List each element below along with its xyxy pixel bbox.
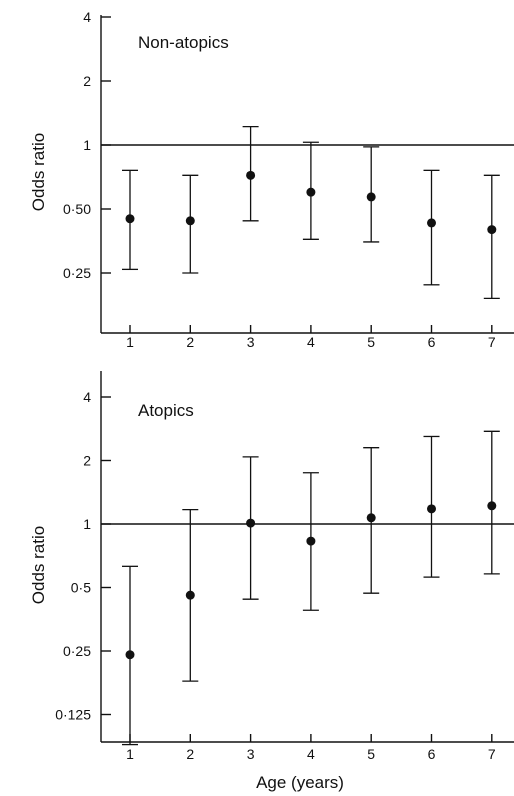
x-tick-label: 3 <box>247 334 255 350</box>
panel-non-atopics: Non-atopics Odds ratio 0·25 0·50 1 2 4 1 2 3 4 5 6… <box>29 9 514 350</box>
data-point <box>366 192 376 202</box>
data-point <box>125 214 135 224</box>
data-point <box>427 218 436 228</box>
y-tick-label: 0·125 <box>55 707 91 723</box>
x-tick-label: 7 <box>488 334 496 350</box>
x-tick-label: 6 <box>428 746 436 762</box>
x-tick-label: 3 <box>247 746 255 762</box>
x-tick-label: 7 <box>488 746 496 762</box>
data-point <box>185 590 195 600</box>
y-axis-title: Odds ratio <box>29 526 48 604</box>
data-point <box>246 518 256 528</box>
x-tick-label: 4 <box>307 334 315 350</box>
x-tick-label: 2 <box>186 334 194 350</box>
y-tick-label: 0·50 <box>63 201 91 217</box>
x-tick-label: 1 <box>126 746 134 762</box>
x-tick-label: 4 <box>307 746 315 762</box>
data-point <box>306 536 316 546</box>
panel-label: Atopics <box>138 401 194 420</box>
y-tick-label: 2 <box>83 453 91 469</box>
data-point <box>487 225 497 235</box>
panel-atopics: Atopics Odds ratio 0·125 0·25 0·5 1 2 4 1 2 3 4 5 6… <box>29 371 514 792</box>
x-tick-label: 6 <box>428 334 436 350</box>
y-tick-label: 1 <box>83 137 91 153</box>
plot-area: 0·125 0·25 0·5 1 2 4 1 2 3 4 5 6 7 <box>55 371 514 762</box>
data-point <box>427 504 436 514</box>
y-axis-title: Odds ratio <box>29 133 48 211</box>
y-tick-label: 1 <box>83 516 91 532</box>
y-tick-label: 0·25 <box>63 643 91 659</box>
y-tick-label: 4 <box>83 9 91 25</box>
x-tick-label: 2 <box>186 746 194 762</box>
y-tick-label: 0·25 <box>63 265 91 281</box>
data-point <box>306 187 316 197</box>
y-tick-label: 0·5 <box>71 580 91 596</box>
y-tick-label: 4 <box>83 389 91 405</box>
x-axis-title: Age (years) <box>256 773 344 792</box>
panel-label: Non-atopics <box>138 33 229 52</box>
data-point <box>487 501 497 511</box>
data-point <box>366 513 376 523</box>
x-tick-label: 5 <box>367 746 375 762</box>
plot-area: 0·25 0·50 1 2 4 1 2 3 4 5 6 7 <box>63 9 514 350</box>
x-tick-label: 1 <box>126 334 134 350</box>
data-point <box>246 170 256 180</box>
data-point <box>185 216 195 226</box>
data-point <box>125 650 135 660</box>
x-tick-label: 5 <box>367 334 375 350</box>
y-tick-label: 2 <box>83 73 91 89</box>
